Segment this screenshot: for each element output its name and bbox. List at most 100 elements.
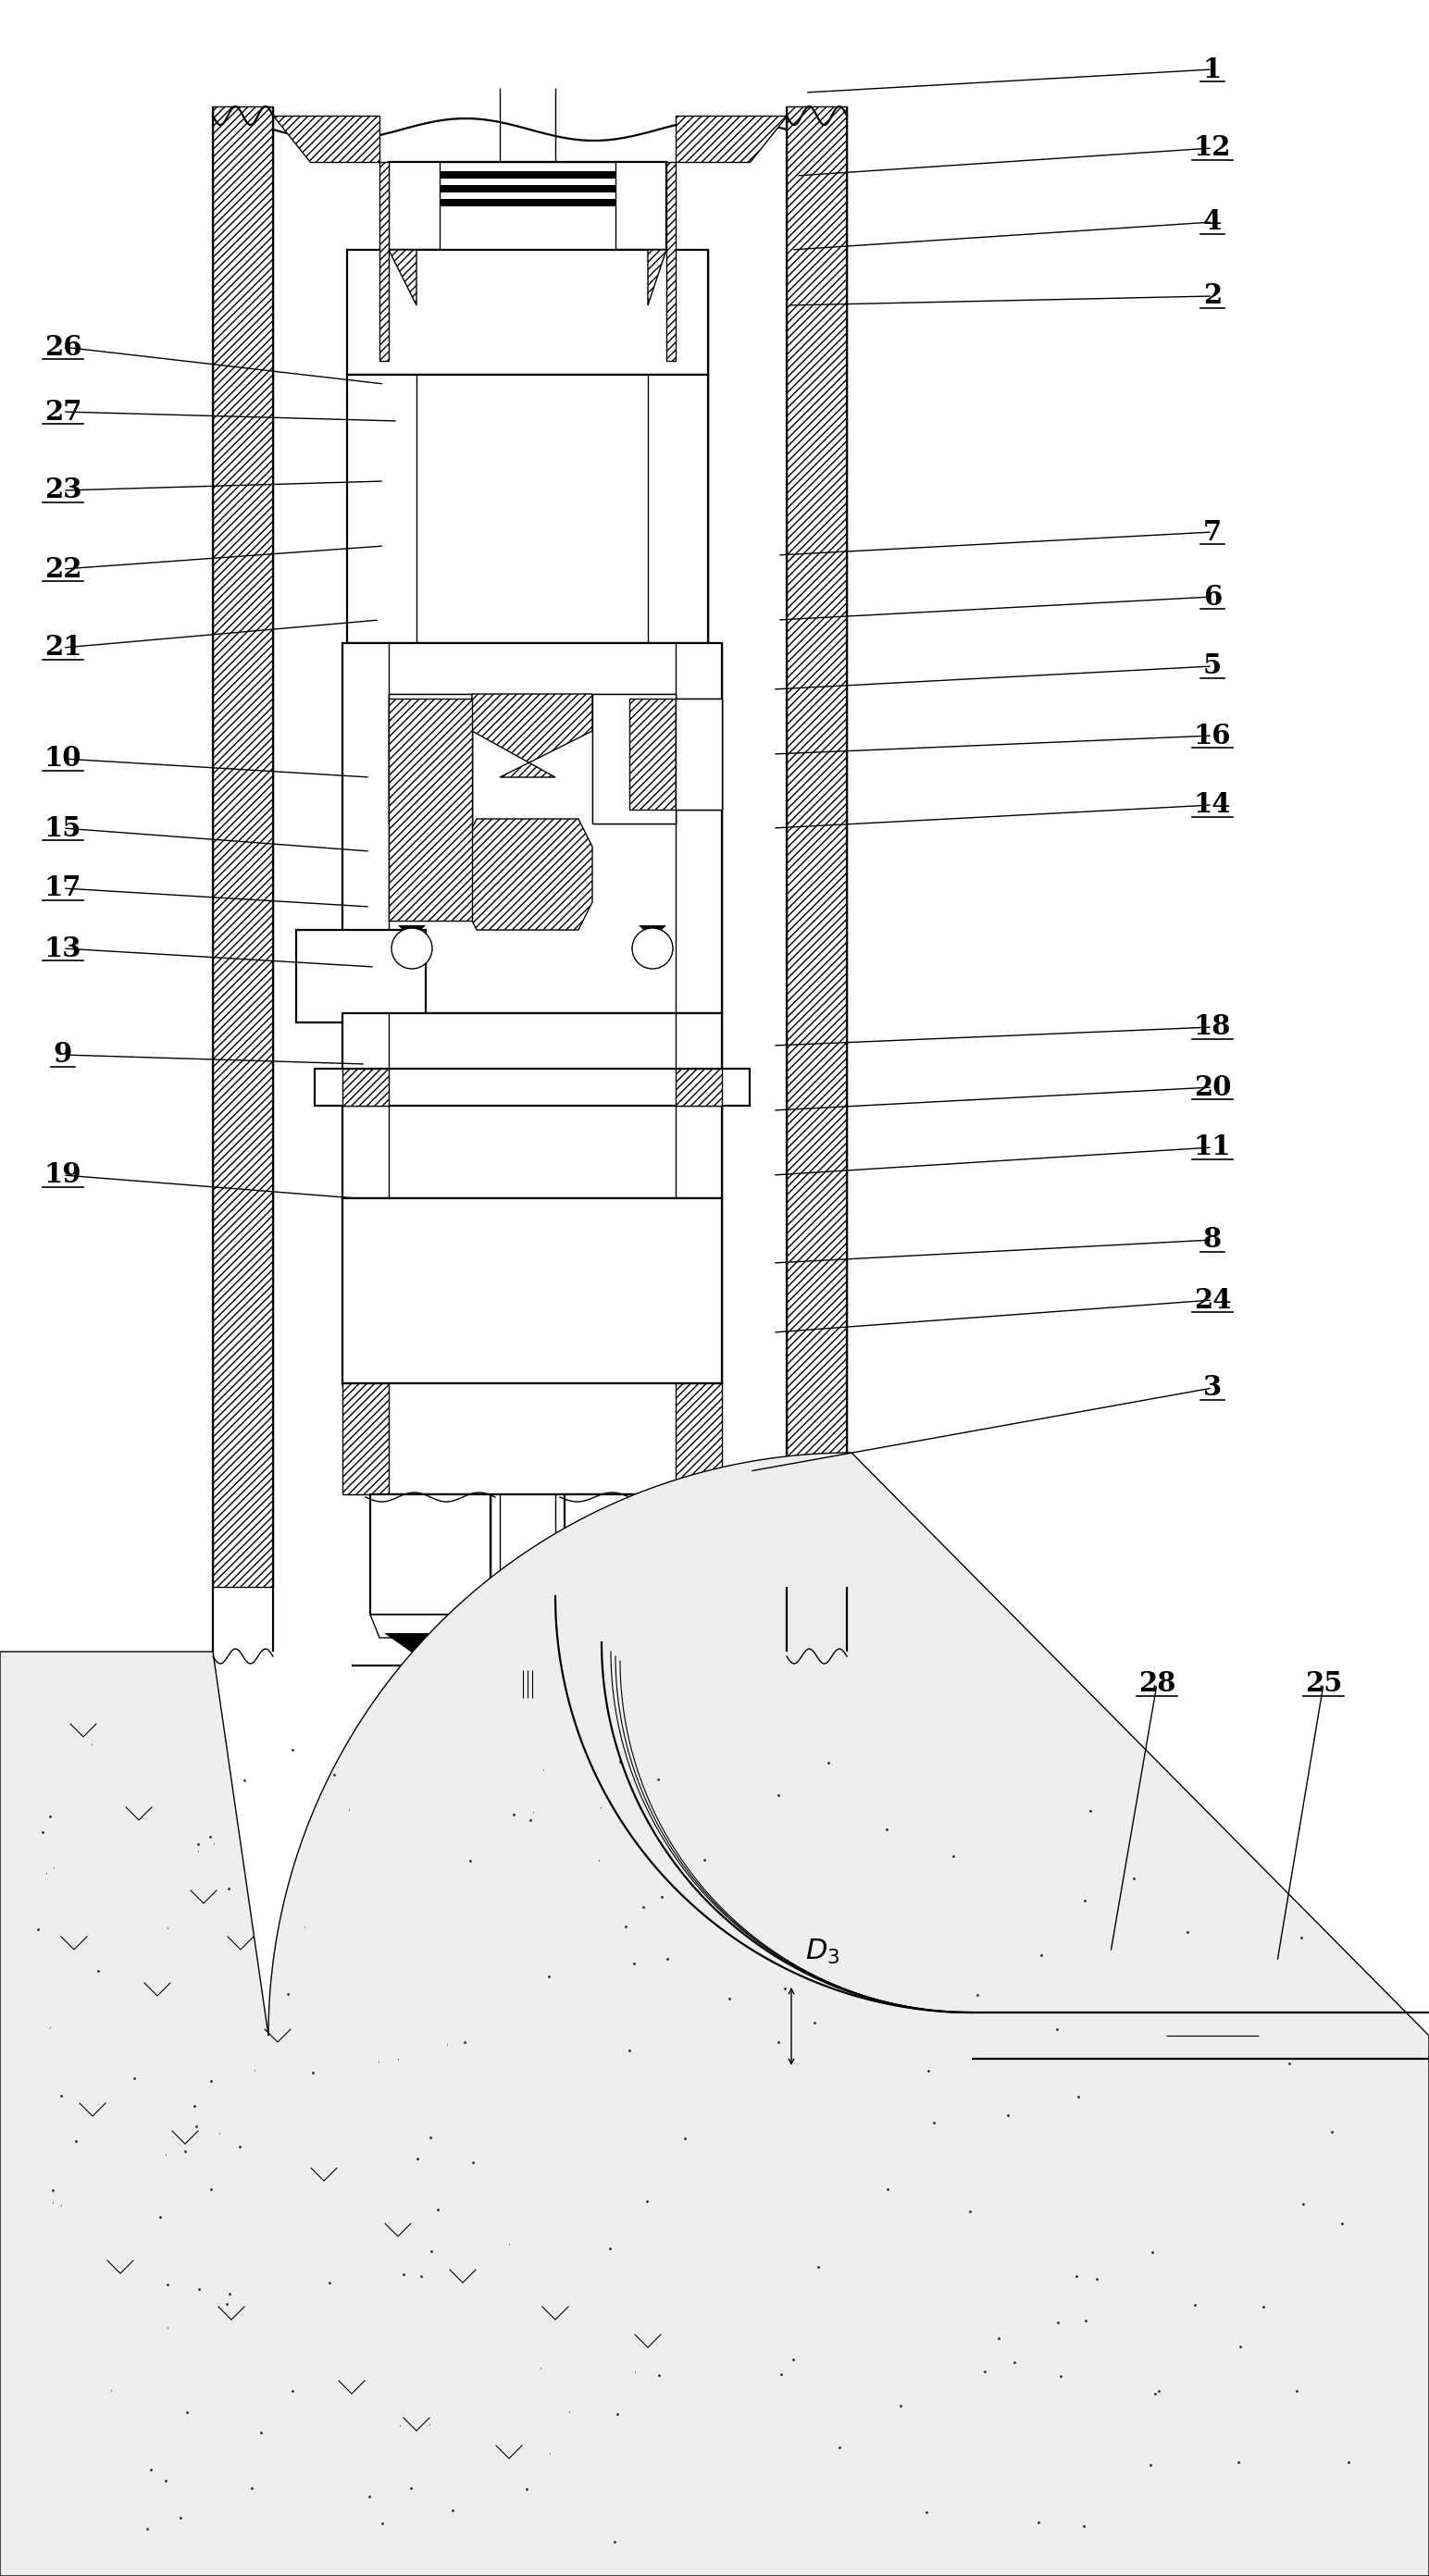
- Bar: [343, 644, 722, 1012]
- Polygon shape: [0, 1453, 1429, 2576]
- Polygon shape: [676, 116, 787, 162]
- Text: 25: 25: [1305, 1672, 1342, 1698]
- Bar: [389, 162, 666, 250]
- Bar: [343, 1198, 389, 1383]
- Polygon shape: [389, 250, 416, 307]
- Polygon shape: [639, 925, 666, 940]
- Text: 10: 10: [44, 744, 81, 773]
- Text: 9: 9: [53, 1041, 73, 1069]
- Text: ,: ,: [539, 2362, 542, 2370]
- Bar: [389, 693, 472, 824]
- Circle shape: [632, 927, 673, 969]
- Bar: [347, 374, 707, 644]
- Bar: [676, 1069, 722, 1105]
- Text: 5: 5: [1203, 652, 1222, 680]
- Text: 15: 15: [44, 814, 81, 842]
- Text: 4: 4: [1203, 209, 1222, 234]
- Text: 1: 1: [1203, 57, 1222, 82]
- Polygon shape: [463, 819, 593, 930]
- Text: 26: 26: [44, 332, 81, 361]
- Bar: [370, 1494, 490, 1615]
- Bar: [370, 1494, 490, 1615]
- Bar: [343, 1012, 389, 1198]
- Polygon shape: [564, 1615, 694, 1638]
- Text: ,: ,: [253, 2063, 256, 2071]
- Text: ,: ,: [213, 1837, 214, 1844]
- Bar: [347, 250, 707, 374]
- Text: 16: 16: [1193, 721, 1232, 750]
- Bar: [676, 1383, 722, 1494]
- Bar: [676, 698, 722, 809]
- Text: 18: 18: [1193, 1012, 1232, 1041]
- Polygon shape: [343, 1383, 722, 1494]
- Text: ,: ,: [542, 1765, 544, 1772]
- Text: ,: ,: [427, 2419, 430, 2427]
- FancyBboxPatch shape: [1152, 2014, 1273, 2056]
- Text: $D_3$: $D_3$: [805, 1937, 840, 1965]
- Bar: [564, 1494, 694, 1615]
- Bar: [593, 693, 676, 824]
- Bar: [676, 644, 722, 1012]
- Bar: [440, 170, 616, 178]
- Bar: [676, 698, 722, 809]
- Text: 8: 8: [1203, 1226, 1222, 1255]
- Ellipse shape: [1083, 2027, 1110, 2043]
- Text: 27: 27: [44, 399, 81, 425]
- Polygon shape: [397, 925, 426, 940]
- Text: ,: ,: [166, 1922, 169, 1929]
- Text: 7: 7: [1203, 518, 1222, 546]
- Text: ,: ,: [217, 2128, 220, 2136]
- Text: 3: 3: [1203, 1376, 1222, 1401]
- Text: ,: ,: [59, 2200, 61, 2208]
- Bar: [676, 1012, 722, 1198]
- Polygon shape: [389, 698, 472, 920]
- Text: 19: 19: [44, 1162, 81, 1188]
- Text: ,: ,: [53, 1862, 54, 1870]
- Bar: [389, 693, 472, 824]
- Bar: [676, 1198, 722, 1383]
- Text: ,: ,: [532, 1806, 533, 1814]
- Text: 22: 22: [44, 556, 81, 582]
- Bar: [787, 106, 847, 1587]
- Text: ,: ,: [399, 2419, 402, 2427]
- Text: ,: ,: [599, 1801, 602, 1808]
- Text: ,: ,: [164, 2148, 166, 2156]
- Text: 21: 21: [44, 634, 81, 662]
- Circle shape: [392, 927, 432, 969]
- Bar: [314, 1069, 750, 1105]
- Text: ,: ,: [44, 1868, 47, 1875]
- Bar: [296, 930, 426, 1023]
- Bar: [666, 250, 707, 374]
- Bar: [440, 162, 616, 250]
- Bar: [666, 162, 676, 361]
- Text: ,: ,: [507, 2239, 510, 2246]
- Text: ,: ,: [51, 2197, 53, 2205]
- Text: 12: 12: [1193, 134, 1232, 162]
- Bar: [343, 644, 389, 1012]
- Bar: [440, 185, 616, 193]
- Text: ,: ,: [377, 2056, 379, 2063]
- Polygon shape: [384, 1633, 477, 1667]
- Bar: [347, 250, 389, 374]
- Text: ,: ,: [567, 2406, 570, 2414]
- Text: 20: 20: [1193, 1074, 1232, 1100]
- Text: 11: 11: [1193, 1133, 1232, 1162]
- Bar: [343, 1383, 389, 1494]
- Bar: [593, 693, 676, 824]
- Bar: [440, 198, 616, 206]
- Text: ,: ,: [303, 1922, 306, 1929]
- Text: 24: 24: [1193, 1285, 1232, 1314]
- Bar: [564, 1494, 694, 1615]
- Text: 2: 2: [1203, 283, 1222, 309]
- Polygon shape: [629, 698, 676, 809]
- Text: ,: ,: [397, 2053, 399, 2061]
- Bar: [666, 374, 707, 644]
- Bar: [380, 162, 389, 361]
- Bar: [343, 1012, 722, 1198]
- Text: 6: 6: [1203, 582, 1222, 611]
- Polygon shape: [273, 116, 380, 162]
- Text: 13: 13: [44, 935, 81, 961]
- Text: ,: ,: [90, 1739, 93, 1747]
- Polygon shape: [579, 1633, 680, 1667]
- Text: 23: 23: [44, 477, 81, 505]
